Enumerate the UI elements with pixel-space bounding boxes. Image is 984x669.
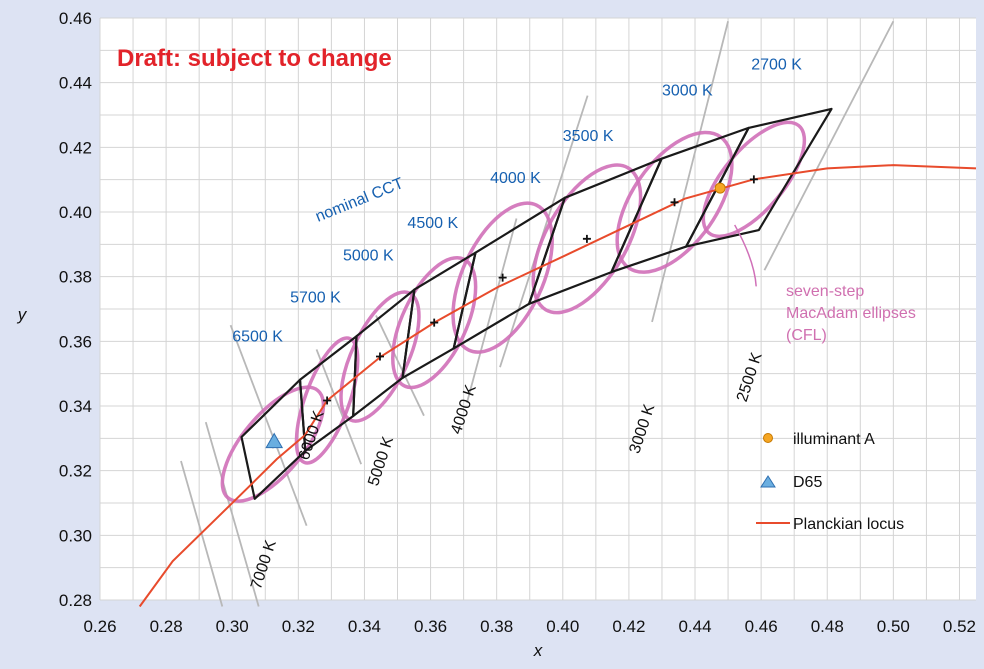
y-tick-label: 0.32 bbox=[59, 462, 92, 481]
macadam-ellipse bbox=[220, 385, 326, 503]
x-tick-label: 0.36 bbox=[414, 617, 447, 636]
legend-d65-marker bbox=[760, 475, 776, 488]
d65-point bbox=[265, 432, 284, 449]
nominal-center-marker bbox=[375, 352, 384, 361]
y-tick-label: 0.44 bbox=[59, 74, 92, 93]
nominal-center-marker bbox=[582, 234, 591, 243]
y-tick-label: 0.40 bbox=[59, 203, 92, 222]
legend-d65-label: D65 bbox=[793, 474, 822, 491]
nominal-center-marker bbox=[670, 198, 679, 207]
y-tick-label: 0.28 bbox=[59, 591, 92, 610]
x-tick-label: 0.28 bbox=[150, 617, 183, 636]
reference-points bbox=[265, 182, 726, 449]
x-tick-label: 0.34 bbox=[348, 617, 381, 636]
cct-label: 3000 K bbox=[662, 83, 713, 100]
x-tick-label: 0.48 bbox=[811, 617, 844, 636]
x-tick-label: 0.46 bbox=[745, 617, 778, 636]
x-tick-label: 0.52 bbox=[943, 617, 976, 636]
x-axis-label: x bbox=[533, 641, 543, 660]
isotherm-line bbox=[763, 20, 895, 271]
isotherm-line bbox=[375, 315, 425, 417]
macadam-ellipses bbox=[220, 120, 807, 503]
cct-label: 5700 K bbox=[290, 290, 341, 307]
cct-label: 4500 K bbox=[407, 215, 458, 232]
cct-label: 2700 K bbox=[751, 57, 802, 74]
isotherm-lines bbox=[180, 20, 895, 607]
nominal-center-marker bbox=[323, 396, 332, 405]
isotherm-line bbox=[204, 421, 260, 607]
y-tick-label: 0.38 bbox=[59, 268, 92, 287]
y-tick-label: 0.30 bbox=[59, 526, 92, 545]
x-tick-label: 0.42 bbox=[612, 617, 645, 636]
nominal-centers bbox=[268, 175, 758, 449]
illuminant-a-point bbox=[714, 182, 726, 194]
tick-labels: 0.26 0.28 0.30 0.32 0.34 0.36 0.38 0.40 0.42 0.44… bbox=[59, 9, 976, 636]
ellipse-label-line-2: MacAdam ellipses bbox=[786, 305, 916, 322]
legend-illuminant-a-marker bbox=[763, 433, 773, 443]
x-tick-label: 0.40 bbox=[546, 617, 579, 636]
x-tick-label: 0.50 bbox=[877, 617, 910, 636]
cct-label: 6500 K bbox=[232, 328, 283, 345]
legend: illuminant A D65 Planckian locus bbox=[756, 431, 904, 533]
isotherm-line bbox=[229, 324, 308, 526]
ellipse-label-line-1: seven-step bbox=[786, 283, 864, 300]
cct-quadrangles bbox=[240, 107, 833, 500]
x-tick-label: 0.26 bbox=[83, 617, 116, 636]
x-tick-label: 0.30 bbox=[216, 617, 249, 636]
cct-quadrangle bbox=[684, 107, 833, 248]
nominal-center-marker bbox=[749, 175, 758, 184]
y-tick-label: 0.46 bbox=[59, 9, 92, 28]
cct-label: 3500 K bbox=[563, 128, 614, 145]
isotherm-line bbox=[466, 218, 518, 404]
nominal-center-marker bbox=[430, 318, 439, 327]
nominal-center-marker bbox=[498, 273, 507, 282]
planckian-locus bbox=[138, 164, 977, 608]
ellipse-label-pointer bbox=[734, 224, 757, 287]
planckian-locus-group bbox=[138, 164, 977, 608]
x-tick-label: 0.44 bbox=[678, 617, 711, 636]
y-tick-label: 0.42 bbox=[59, 138, 92, 157]
legend-illuminant-a-label: illuminant A bbox=[793, 431, 875, 448]
x-tick-label: 0.32 bbox=[282, 617, 315, 636]
cct-label: 4000 K bbox=[490, 170, 541, 187]
grid bbox=[99, 17, 976, 601]
ellipse-label-line-3: (CFL) bbox=[786, 327, 827, 344]
x-tick-label: 0.38 bbox=[480, 617, 513, 636]
legend-locus-label: Planckian locus bbox=[793, 516, 904, 533]
cct-label: 5000 K bbox=[343, 248, 394, 265]
y-tick-label: 0.34 bbox=[59, 397, 92, 416]
isotherm-line bbox=[651, 21, 729, 323]
macadam-ellipse bbox=[451, 201, 554, 354]
macadam-ellipse bbox=[294, 336, 360, 465]
y-axis-label: y bbox=[17, 305, 28, 324]
y-tick-label: 0.36 bbox=[59, 332, 92, 351]
draft-annotation: Draft: subject to change bbox=[117, 45, 392, 72]
isotherm-line bbox=[315, 349, 362, 465]
